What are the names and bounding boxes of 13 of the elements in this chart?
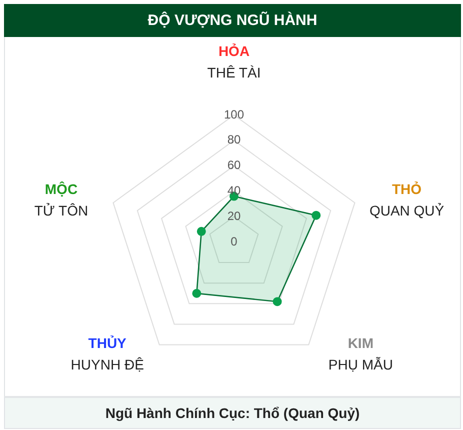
y-tick-label: 20: [227, 208, 241, 223]
y-tick-label: 80: [227, 132, 241, 147]
y-tick-label: 0: [230, 234, 238, 248]
spoke-label: THỦY HUYNH ĐỆ: [70, 334, 144, 372]
spoke-label: KIM PHỤ MẪU: [328, 334, 393, 372]
y-tick-label: 60: [227, 158, 241, 172]
y-tick-label: 100: [224, 107, 244, 122]
chart-title: ĐỘ VƯỢNG NGŨ HÀNH: [4, 4, 461, 37]
text: Ngũ Hành Chính Cục: Thổ (Quan Quỷ): [4, 396, 461, 429]
spoke-label: MỘC TỬ TÔN: [34, 180, 88, 218]
spoke-label: HỎA THÊ TÀI: [207, 43, 261, 81]
y-tick-label: 40: [227, 184, 241, 198]
spoke-label: THỎ QUAN QUỶ: [369, 180, 445, 218]
